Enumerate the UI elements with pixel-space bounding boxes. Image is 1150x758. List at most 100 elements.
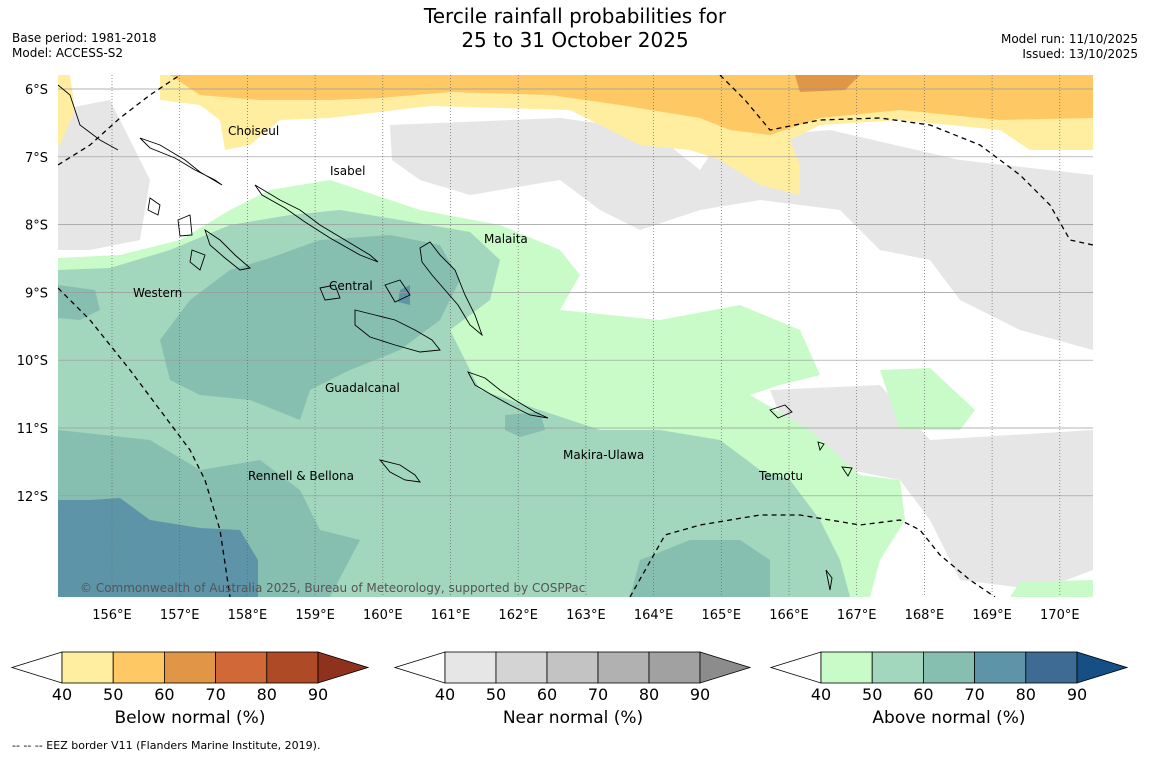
colorbar-extend-high xyxy=(317,651,370,684)
colorbar-segment xyxy=(871,651,924,684)
colorbar-tick-label: 90 xyxy=(690,685,710,704)
above-normal-60-area-small xyxy=(505,412,545,437)
lon-tick-label: 156°E xyxy=(92,608,132,623)
region-label-isabel: Isabel xyxy=(330,164,365,178)
legend-colorbars: 40 50 60 70 80 90 40 50 60 70 80 90 40 50 60 70 80 90 xyxy=(10,651,1129,704)
colorbar-extend-low xyxy=(393,651,446,684)
above-normal-40-area-se xyxy=(1010,580,1093,597)
near-normal-area-east xyxy=(770,385,1093,590)
region-label-western: Western xyxy=(133,286,182,300)
colorbar-tick-label: 70 xyxy=(588,685,608,704)
colorbar-tick-label: 50 xyxy=(103,685,123,704)
lon-tick-label: 161°E xyxy=(431,608,471,623)
lat-tick-label: 10°S xyxy=(17,354,48,369)
colorbar-tick-label: 60 xyxy=(154,685,174,704)
region-label-central: Central xyxy=(329,279,373,293)
colorbar-above-normal: 40 50 60 70 80 90 xyxy=(769,651,1129,704)
colorbar-tick-label: 70 xyxy=(205,685,225,704)
lon-tick-label: 165°E xyxy=(702,608,742,623)
lat-tick-label: 12°S xyxy=(17,490,48,505)
colorbar-near-normal: 40 50 60 70 80 90 xyxy=(393,651,752,704)
colorbar-segment xyxy=(495,651,548,684)
model-run: Model run: 11/10/2025 xyxy=(1000,32,1138,46)
region-labels: Choiseul Isabel Malaita Western Central … xyxy=(133,124,803,483)
colorbar-tick-label: 50 xyxy=(862,685,882,704)
coast-bougainville xyxy=(57,84,119,151)
colorbar-tick-label: 90 xyxy=(1067,685,1087,704)
colorbar-extend-high xyxy=(1076,651,1129,684)
colorbar-segment xyxy=(1025,651,1078,684)
lon-tick-label: 168°E xyxy=(905,608,945,623)
coast-malaita xyxy=(419,241,483,337)
colorbar-tick-label: 80 xyxy=(257,685,277,704)
eez-line-ne xyxy=(719,75,1093,246)
lon-tick-label: 157°E xyxy=(160,608,200,623)
lat-tick-label: 7°S xyxy=(25,151,48,166)
probability-shading xyxy=(58,75,1093,597)
lat-tick-label: 8°S xyxy=(25,219,48,234)
colorbar-extend-low xyxy=(10,651,63,684)
colorbar-segment xyxy=(648,651,701,684)
eez-border-lines xyxy=(58,75,1093,597)
colorbar-tick-label: 60 xyxy=(537,685,557,704)
region-label-makira-ulawa: Makira-Ulawa xyxy=(563,448,644,462)
colorbar-extend-low xyxy=(769,651,822,684)
lat-tick-label: 6°S xyxy=(25,83,48,98)
region-label-temotu: Temotu xyxy=(758,469,803,483)
colorbar-tick-label: 80 xyxy=(639,685,659,704)
chart-title: Tercile rainfall probabilities for 25 to… xyxy=(0,4,1150,52)
eez-line-nw xyxy=(58,75,181,166)
lon-tick-label: 169°E xyxy=(972,608,1012,623)
lon-tick-label: 167°E xyxy=(837,608,877,623)
issued-date: Issued: 13/10/2025 xyxy=(1022,47,1138,61)
colorbar-extend-high xyxy=(699,651,752,684)
colorbar-tick-label: 90 xyxy=(308,685,328,704)
coast-choiseul xyxy=(139,137,223,186)
colorbar-segment xyxy=(923,651,976,684)
coast-rennell xyxy=(378,459,421,483)
colorbar-segment xyxy=(974,651,1027,684)
map-grid xyxy=(58,75,1093,597)
title-line-2: 25 to 31 October 2025 xyxy=(461,28,689,52)
colorbar-segment xyxy=(61,651,114,684)
region-label-rennell-bellona: Rennell & Bellona xyxy=(248,469,354,483)
above-normal-60-area-west xyxy=(58,285,100,320)
below-normal-40-area-west xyxy=(58,75,75,145)
lon-tick-label: 160°E xyxy=(363,608,403,623)
eez-line-w xyxy=(58,287,231,597)
base-period: Base period: 1981-2018 xyxy=(12,31,157,45)
coast-new-georgia xyxy=(147,197,251,271)
above-normal-60-area-se xyxy=(630,540,770,597)
colorbar-tick-label: 50 xyxy=(486,685,506,704)
lon-tick-label: 170°E xyxy=(1040,608,1080,623)
title-line-1: Tercile rainfall probabilities for xyxy=(423,4,727,28)
coast-makira xyxy=(467,371,549,419)
lat-tick-label: 11°S xyxy=(17,422,48,437)
coastlines xyxy=(57,84,853,591)
colorbar-segment xyxy=(820,651,873,684)
colorbar-below-normal: 40 50 60 70 80 90 xyxy=(10,651,370,704)
legend-title-below-normal: Below normal (%) xyxy=(114,708,266,728)
copyright-notice: © Commonwealth of Australia 2025, Bureau… xyxy=(80,581,585,595)
colorbar-tick-label: 60 xyxy=(913,685,933,704)
colorbar-segment xyxy=(266,651,319,684)
colorbar-segment xyxy=(597,651,650,684)
colorbar-segment xyxy=(444,651,497,684)
lon-tick-label: 158°E xyxy=(228,608,268,623)
coast-isabel xyxy=(254,184,379,263)
legend-title-near-normal: Near normal (%) xyxy=(502,708,644,728)
colorbar-tick-label: 40 xyxy=(52,685,72,704)
coast-temotu xyxy=(769,404,853,591)
above-normal-40-area-east xyxy=(880,368,975,430)
below-normal-50-area xyxy=(170,75,1093,135)
region-label-malaita: Malaita xyxy=(484,232,528,246)
colorbar-segment xyxy=(546,651,599,684)
lat-gridlines xyxy=(58,88,1093,497)
above-normal-60-area-central xyxy=(160,235,460,420)
lon-axis-labels: 156°E 157°E 158°E 159°E 160°E 161°E 162°E 163°E… xyxy=(92,608,1079,623)
coast-guadalcanal xyxy=(354,309,441,353)
near-normal-area-north xyxy=(390,118,1093,350)
lon-tick-label: 164°E xyxy=(634,608,674,623)
colorbar-tick-label: 40 xyxy=(435,685,455,704)
colorbar-segment xyxy=(163,651,216,684)
